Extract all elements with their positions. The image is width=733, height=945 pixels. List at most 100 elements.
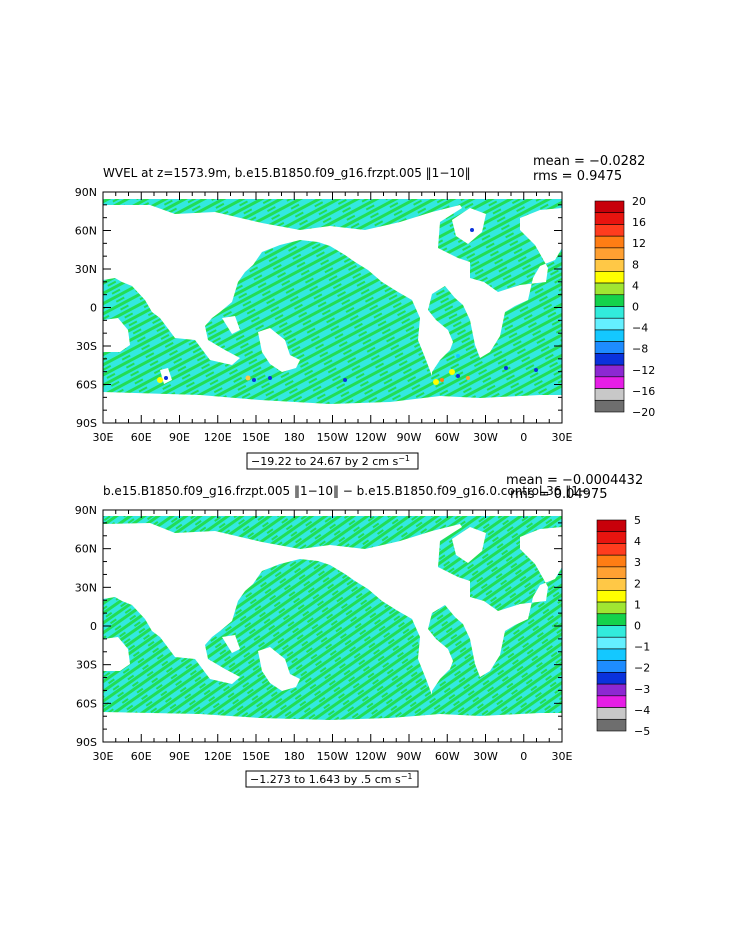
x-tick-label: 0 — [520, 750, 527, 763]
colorbar-swatch — [596, 648, 627, 661]
panel-1-contour-box — [246, 452, 419, 470]
colorbar-swatch — [594, 306, 625, 319]
y-tick-label: 90N — [75, 504, 97, 517]
x-tick-label: 90W — [397, 431, 422, 444]
x-tick-label: 30E — [552, 750, 573, 763]
x-tick-label: 90E — [169, 431, 190, 444]
colorbar-swatch — [596, 590, 627, 603]
panel-2-contour-text: −1.273 to 1.643 by .5 cm s−1 — [250, 772, 413, 786]
colorbar-label: 0 — [634, 620, 641, 633]
x-tick-label: 30W — [473, 750, 498, 763]
x-tick-label: 120W — [355, 431, 387, 444]
y-tick-label: 60N — [75, 225, 97, 238]
x-tick-label: 150W — [317, 750, 349, 763]
colorbar-label: 3 — [634, 556, 641, 569]
colorbar-label: 4 — [634, 535, 641, 548]
colorbar-label: −4 — [632, 322, 648, 335]
y-tick-label: 30S — [76, 340, 97, 353]
colorbar-swatch — [596, 554, 627, 568]
colorbar-swatch — [596, 566, 627, 579]
panel-1: WVEL at z=1573.9m, b.e15.B1850.f09_g16.f… — [75, 154, 655, 470]
colorbar-swatch — [596, 718, 627, 732]
y-tick-label: 90S — [76, 417, 97, 430]
panel-1-colorbar: 20 16 12 8 4 0 −4 −8 −12 −16 −20 — [594, 195, 655, 419]
panel-1-contour-info: −19.22 to 24.67 by 2 cm s−1 — [246, 452, 419, 470]
colorbar-swatch — [594, 399, 625, 413]
x-tick-label: 150E — [242, 750, 270, 763]
colorbar-label: −20 — [632, 406, 655, 419]
colorbar-swatch — [596, 578, 627, 591]
y-tick-label: 30N — [75, 263, 97, 276]
y-tick-label: 90N — [75, 186, 97, 199]
colorbar-swatch — [594, 341, 625, 354]
x-tick-label: 150W — [317, 431, 349, 444]
colorbar-swatch — [594, 282, 625, 296]
y-tick-label: 30S — [76, 659, 97, 672]
colorbar-label: −4 — [634, 704, 650, 717]
x-tick-label: 30E — [552, 431, 573, 444]
colorbar-label: 16 — [632, 216, 646, 229]
colorbar-label: −1 — [634, 641, 650, 654]
colorbar-swatch — [596, 601, 627, 615]
colorbar-label: −12 — [632, 364, 655, 377]
colorbar-label: 0 — [632, 301, 639, 314]
x-tick-label: 90W — [397, 750, 422, 763]
x-tick-label: 180 — [284, 431, 305, 444]
colorbar-label: −5 — [634, 725, 650, 738]
panel-1-contour-text: −19.22 to 24.67 by 2 cm s−1 — [251, 454, 410, 468]
colorbar-swatch — [594, 200, 625, 214]
colorbar-swatch — [594, 376, 625, 389]
panel-1-axes: 30E 60E 90E 120E 150E 180 150W 120W 90W 60W 30W 0 30… — [75, 186, 573, 444]
y-tick-label: 60N — [75, 543, 97, 556]
y-tick-label: 0 — [90, 302, 97, 315]
colorbar-label: 5 — [634, 514, 641, 527]
panel-2-mean: mean = −0.0004432 — [506, 473, 643, 488]
colorbar-swatch — [594, 329, 625, 342]
x-tick-label: 60W — [435, 431, 460, 444]
x-tick-label: 60W — [435, 750, 460, 763]
x-tick-label: 0 — [520, 431, 527, 444]
panel-2-contour-info: −1.273 to 1.643 by .5 cm s−1 — [245, 770, 419, 788]
colorbar-swatch — [594, 259, 625, 272]
panel-2-colorbar: 5 4 3 2 1 0 −1 −2 −3 −4 −5 — [596, 514, 650, 738]
colorbar-swatch — [594, 271, 625, 284]
x-tick-label: 60E — [131, 750, 152, 763]
colorbar-label: −8 — [632, 343, 648, 356]
colorbar-label: −16 — [632, 385, 655, 398]
colorbar-swatch — [596, 613, 627, 626]
colorbar-label: 2 — [634, 577, 641, 590]
panel-2: b.e15.B1850.f09_g16.frzpt.005 ‖1−10‖ − b… — [75, 473, 650, 788]
colorbar-label: −2 — [634, 662, 650, 675]
colorbar-swatch — [596, 695, 627, 708]
colorbar-swatch — [596, 543, 627, 556]
colorbar-swatch — [596, 625, 627, 638]
x-tick-label: 180 — [284, 750, 305, 763]
colorbar-swatch — [594, 364, 625, 378]
panel-1-rms: rms = 0.9475 — [533, 169, 622, 184]
x-tick-label: 30E — [93, 431, 114, 444]
colorbar-label: 12 — [632, 237, 646, 250]
colorbar-label: 4 — [632, 279, 639, 292]
y-tick-label: 60S — [76, 697, 97, 710]
panel-2-contour-box — [245, 770, 419, 788]
colorbar-swatch — [594, 388, 625, 401]
colorbar-swatch — [596, 672, 627, 685]
colorbar-label: 20 — [632, 195, 646, 208]
colorbar-swatch — [594, 294, 625, 307]
colorbar-swatch — [596, 519, 627, 533]
panel-2-axes: 30E 60E 90E 120E 150E 180 150W 120W 90W 60W 30W 0 30… — [75, 504, 573, 763]
y-tick-label: 60S — [76, 379, 97, 392]
colorbar-swatch — [594, 224, 625, 237]
panel-2-title: b.e15.B1850.f09_g16.frzpt.005 ‖1−10‖ − b… — [103, 484, 589, 498]
y-tick-label: 90S — [76, 736, 97, 749]
panel-2-map — [103, 510, 562, 742]
colorbar-swatch — [596, 636, 627, 650]
x-tick-label: 90E — [169, 750, 190, 763]
colorbar-swatch — [596, 531, 627, 544]
colorbar-swatch — [594, 235, 625, 249]
x-tick-label: 150E — [242, 431, 270, 444]
panel-1-title: WVEL at z=1573.9m, b.e15.B1850.f09_g16.f… — [103, 166, 471, 180]
y-tick-label: 30N — [75, 581, 97, 594]
y-tick-label: 0 — [90, 620, 97, 633]
